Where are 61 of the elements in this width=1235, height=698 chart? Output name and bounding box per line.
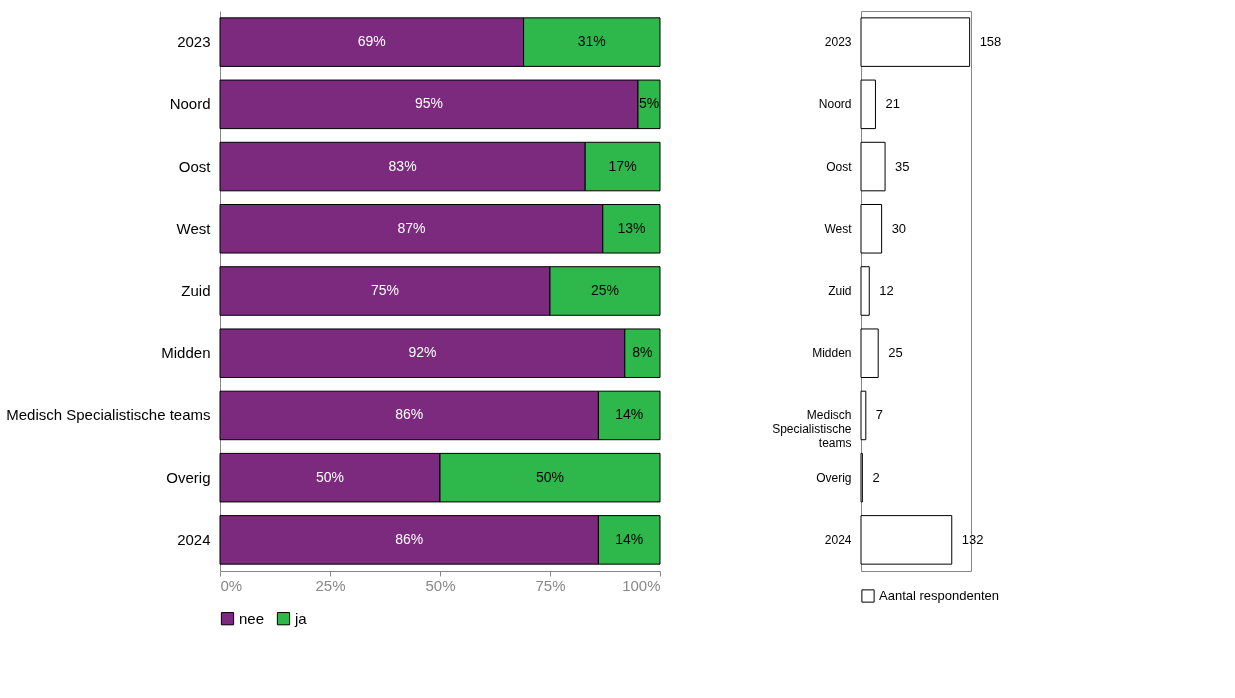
data-label: 25% bbox=[590, 282, 620, 298]
bar bbox=[860, 266, 870, 316]
data-label: 21 bbox=[885, 96, 900, 112]
bar bbox=[860, 390, 867, 441]
data-label: 14% bbox=[615, 406, 644, 423]
bar bbox=[860, 141, 886, 192]
data-label: 86% bbox=[395, 530, 424, 547]
x-tick-label: 25% bbox=[315, 576, 346, 594]
data-label: 83% bbox=[388, 157, 417, 174]
data-label: 14% bbox=[615, 530, 644, 547]
y-tick-label: Zuid bbox=[828, 284, 852, 298]
data-label: 2 bbox=[872, 469, 880, 485]
data-label: 50% bbox=[315, 468, 345, 485]
x-tick-label: 75% bbox=[535, 576, 566, 594]
y-tick-label: Overig bbox=[816, 470, 852, 485]
legend-label: ja bbox=[294, 609, 308, 627]
data-label: 158 bbox=[979, 34, 1002, 50]
data-label: 5% bbox=[638, 95, 660, 112]
bar bbox=[860, 328, 879, 378]
legend-label: Aantal respondenten bbox=[879, 588, 999, 603]
x-tick-label: 100% bbox=[622, 576, 661, 594]
data-label: 7 bbox=[875, 407, 884, 423]
y-tick-label: West bbox=[824, 221, 853, 236]
data-label: 132 bbox=[961, 531, 984, 547]
data-label: 17% bbox=[608, 157, 637, 174]
data-label: 12 bbox=[879, 283, 894, 298]
y-tick-label: Medisch Specialistische teams bbox=[772, 408, 852, 451]
data-label: 8% bbox=[632, 344, 653, 361]
y-tick-label: 2024 bbox=[177, 530, 211, 548]
y-tick-label: 2024 bbox=[824, 532, 852, 547]
data-label: 69% bbox=[357, 33, 386, 50]
bar bbox=[860, 515, 953, 565]
legend-label: nee bbox=[239, 609, 265, 627]
data-label: 25 bbox=[888, 345, 903, 361]
data-label: 13% bbox=[617, 219, 646, 236]
data-label: 31% bbox=[577, 33, 606, 50]
data-label: 92% bbox=[408, 344, 437, 361]
bar bbox=[860, 17, 971, 67]
y-tick-label: Zuid bbox=[181, 282, 211, 299]
y-tick-label: 2023 bbox=[177, 33, 211, 51]
y-tick-label: Midden bbox=[161, 344, 211, 362]
data-label: 35 bbox=[895, 158, 910, 174]
data-label: 75% bbox=[370, 282, 400, 298]
x-tick-label: 0% bbox=[220, 576, 243, 594]
y-tick-label: Oost bbox=[178, 157, 212, 175]
bar bbox=[860, 79, 876, 130]
y-tick-label: Noord bbox=[818, 97, 852, 112]
y-tick-label: 2023 bbox=[824, 35, 852, 50]
data-label: 50% bbox=[535, 468, 565, 485]
y-tick-label: Medisch Specialistische teams bbox=[6, 406, 211, 424]
y-tick-label: Oost bbox=[826, 159, 853, 174]
data-label: 95% bbox=[414, 95, 444, 112]
y-tick-label: Overig bbox=[166, 468, 211, 486]
data-label: 86% bbox=[395, 406, 424, 423]
y-tick-label: West bbox=[176, 219, 212, 237]
data-label: 87% bbox=[397, 219, 426, 236]
bar bbox=[860, 204, 883, 254]
x-tick-label: 50% bbox=[425, 576, 456, 594]
y-tick-label: Noord bbox=[169, 95, 211, 113]
y-tick-label: Midden bbox=[812, 346, 852, 361]
data-label: 30 bbox=[891, 220, 907, 236]
